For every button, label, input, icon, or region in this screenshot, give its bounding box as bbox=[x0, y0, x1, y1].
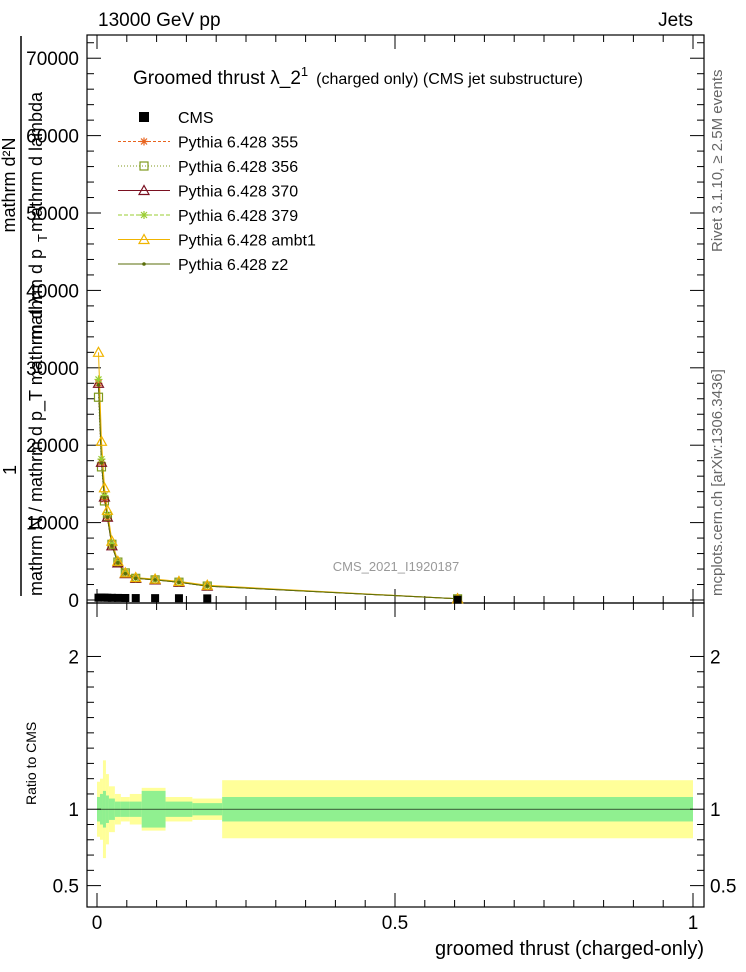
marker-star bbox=[140, 211, 148, 219]
legend-label: Pythia 6.428 z2 bbox=[178, 257, 288, 274]
y-label-mid-a: mathrm d p bbox=[26, 249, 46, 340]
plot-title-sup: 1 bbox=[301, 64, 308, 79]
y-label-num: mathrm d²N bbox=[0, 137, 19, 232]
y-label-mid-b: T bbox=[35, 234, 50, 242]
marker-star bbox=[100, 491, 109, 500]
y-tick-label: 60000 bbox=[26, 127, 79, 148]
main-y-label: 1 mathrm d²N mathrm N / mathrm d p_T mat… bbox=[0, 36, 50, 596]
cms-data-points bbox=[94, 593, 462, 604]
ratio-bands bbox=[97, 760, 693, 859]
mc-series-markers bbox=[92, 346, 464, 604]
y-label-mid-c: mathrm d lambda bbox=[26, 91, 46, 232]
cms-point bbox=[121, 593, 130, 602]
x-tick-label: 1 bbox=[688, 913, 699, 934]
marker-star bbox=[107, 539, 116, 548]
y-tick-label: 40000 bbox=[26, 281, 79, 302]
ratio-y-tick-label: 2 bbox=[68, 647, 79, 668]
marker-triangle bbox=[92, 377, 105, 388]
marker-dot bbox=[205, 584, 210, 588]
cms-point bbox=[203, 594, 212, 603]
marker-triangle bbox=[201, 579, 214, 590]
marker-dot bbox=[116, 561, 120, 565]
main-y-tick-labels: 0 10000 20000 30000 40000 50000 60000 70000 bbox=[26, 49, 79, 612]
marker-star bbox=[103, 510, 112, 519]
y-tick-label: 30000 bbox=[26, 359, 79, 380]
rivet-label: Rivet 3.1.10, ≥ 2.5M events bbox=[709, 70, 726, 253]
ratio-plot-frame bbox=[86, 602, 705, 908]
legend-label: Pythia 6.428 ambt1 bbox=[178, 233, 316, 250]
plot-title-main: Groomed thrust λ_2 bbox=[133, 68, 301, 89]
marker-star bbox=[140, 137, 148, 146]
ratio-y-label: Ratio to CMS bbox=[23, 722, 39, 805]
legend-label: CMS bbox=[178, 110, 214, 127]
marker-dot bbox=[142, 262, 146, 266]
legend-cms-marker bbox=[139, 112, 149, 122]
x-tick-label: 0.5 bbox=[382, 913, 408, 934]
marker-dot bbox=[123, 571, 128, 576]
marker-dot bbox=[96, 383, 101, 387]
y-tick-label: 0 bbox=[68, 591, 79, 612]
cms-point bbox=[107, 593, 116, 602]
marker-triangle bbox=[137, 233, 151, 245]
mcplots-label: mcplots.cern.ch [arXiv:1306.3436] bbox=[709, 369, 726, 596]
cms-point bbox=[453, 595, 462, 604]
cms-point bbox=[103, 593, 112, 602]
analysis-watermark: CMS_2021_I1920187 bbox=[333, 559, 460, 574]
header-left: 13000 GeV pp bbox=[98, 10, 221, 31]
cms-point bbox=[131, 594, 140, 603]
cms-point bbox=[113, 593, 122, 602]
marker-star bbox=[97, 455, 106, 464]
marker-triangle bbox=[119, 566, 132, 578]
header-right: Jets bbox=[658, 10, 693, 31]
marker-triangle bbox=[101, 503, 114, 515]
legend-label: Pythia 6.428 370 bbox=[178, 184, 298, 201]
marker-triangle bbox=[98, 490, 111, 502]
marker-triangle bbox=[92, 346, 105, 357]
marker-dot bbox=[105, 515, 110, 519]
marker-triangle bbox=[137, 184, 151, 196]
marker-dot bbox=[102, 496, 107, 500]
legend: CMS Pythia 6.428 355 Pythia 6.428 356 Pythi… bbox=[118, 110, 316, 274]
plot-title-tail: (charged only) (CMS jet substructure) bbox=[316, 71, 583, 88]
ratio-y-tick-label: 1 bbox=[68, 800, 79, 821]
marker-triangle bbox=[129, 571, 142, 583]
y-tick-label: 10000 bbox=[26, 514, 79, 535]
x-tick-label: 0 bbox=[92, 913, 103, 934]
marker-square bbox=[139, 161, 149, 171]
marker-triangle bbox=[172, 575, 185, 587]
marker-triangle bbox=[149, 572, 162, 584]
y-tick-label: 20000 bbox=[26, 436, 79, 457]
ratio-y-tick-label-right: 0.5 bbox=[710, 877, 736, 898]
ratio-y-tick-label-right: 1 bbox=[710, 800, 721, 821]
marker-dot bbox=[177, 580, 181, 584]
x-axis-label: groomed thrust (charged-only) bbox=[435, 938, 704, 960]
main-axis-ticks bbox=[87, 35, 704, 603]
marker-dot bbox=[99, 461, 104, 465]
legend-label: Pythia 6.428 356 bbox=[178, 159, 298, 176]
ratio-tick-labels: 0.5 0.5 1 1 2 2 0 0.5 1 bbox=[53, 647, 737, 934]
marker-dot bbox=[133, 576, 138, 581]
legend-label: Pythia 6.428 355 bbox=[178, 135, 298, 152]
y-tick-label: 70000 bbox=[26, 49, 79, 70]
legend-label: Pythia 6.428 379 bbox=[178, 208, 298, 225]
marker-triangle bbox=[95, 435, 108, 446]
ratio-axis-ticks bbox=[87, 603, 704, 907]
marker-triangle bbox=[98, 481, 111, 493]
plot-title: Groomed thrust λ_21 (charged only) (CMS j… bbox=[133, 64, 583, 89]
marker-star bbox=[94, 375, 103, 384]
marker-square bbox=[93, 392, 104, 402]
y-label-top: 1 bbox=[0, 465, 20, 475]
ratio-y-tick-label: 0.5 bbox=[53, 877, 79, 898]
marker-triangle bbox=[111, 555, 124, 566]
cms-point bbox=[174, 594, 183, 603]
y-label-den: mathrm N / mathrm d p_T mathrm d λ bbox=[26, 295, 47, 596]
marker-dot bbox=[153, 578, 157, 582]
marker-dot bbox=[110, 544, 114, 548]
y-tick-label: 50000 bbox=[26, 204, 79, 225]
ratio-y-tick-label-right: 2 bbox=[710, 647, 721, 668]
cms-point bbox=[151, 594, 160, 603]
